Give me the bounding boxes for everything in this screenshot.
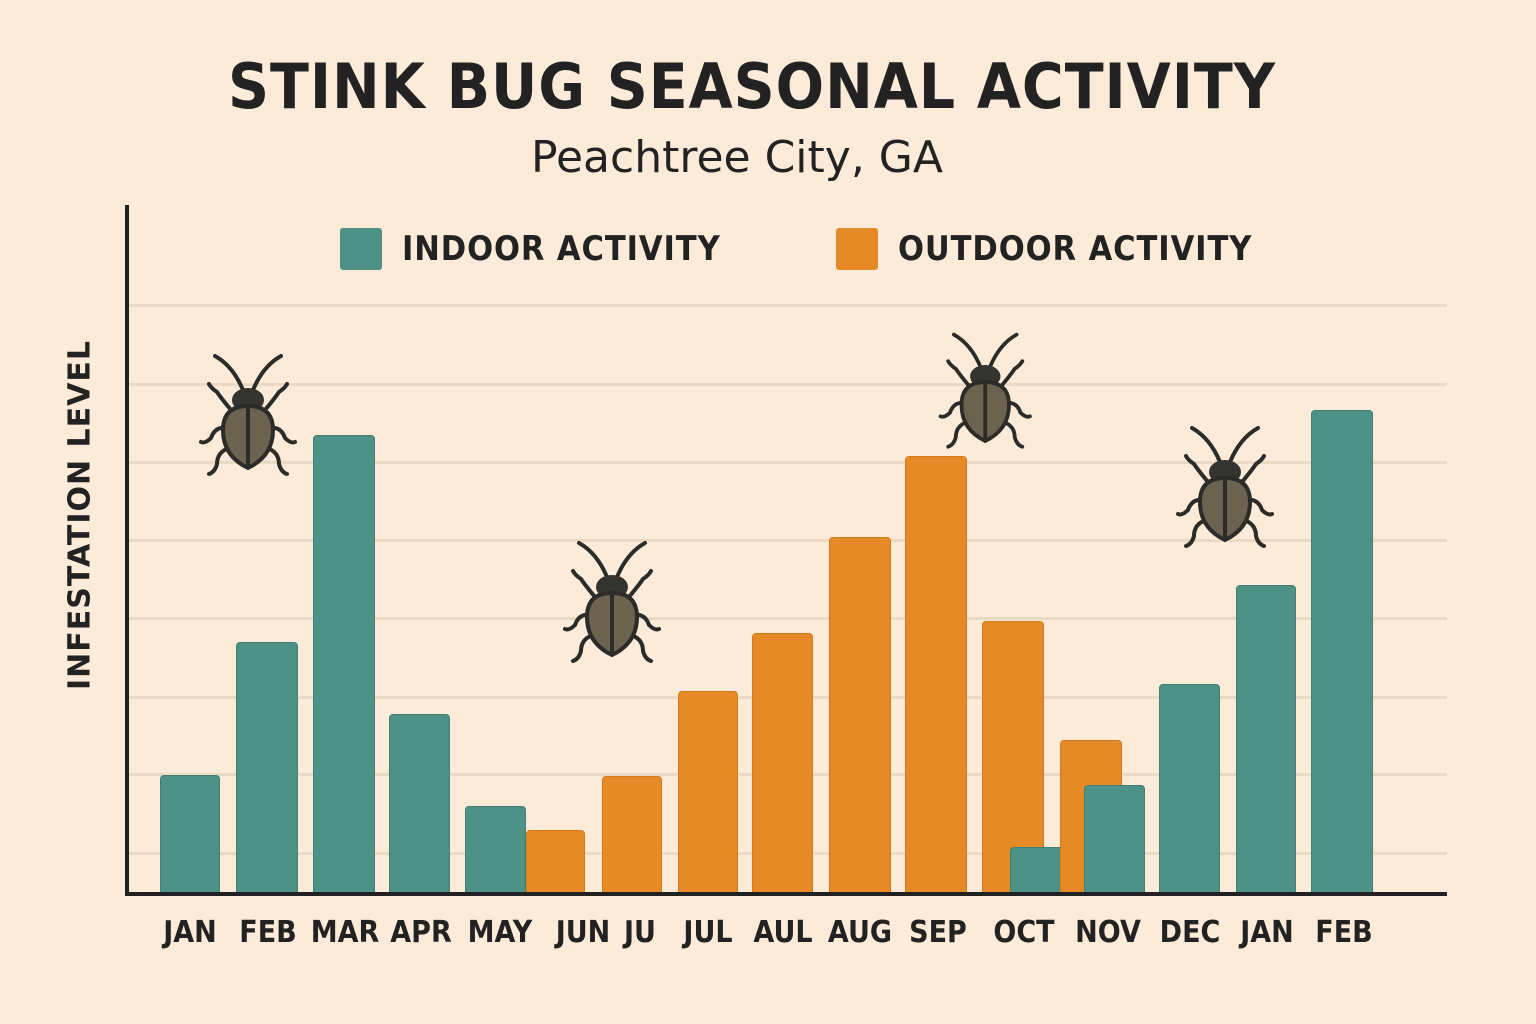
gridline (129, 617, 1447, 620)
indoor-bar (389, 714, 450, 893)
y-axis (125, 205, 129, 895)
x-axis-label: AUL (753, 915, 813, 950)
x-axis-label: MAY (467, 915, 533, 950)
x-axis-label: SEP (909, 915, 967, 950)
x-axis (125, 892, 1447, 896)
outdoor-bar (526, 830, 585, 893)
outdoor-bar (829, 537, 891, 893)
indoor-bar (1159, 684, 1220, 893)
indoor-bar (1084, 785, 1145, 893)
stink-bug-icon (557, 535, 667, 674)
stink-bug-icon (933, 327, 1038, 459)
outdoor-swatch (836, 228, 879, 270)
indoor-bar (236, 642, 298, 893)
outdoor-bar (678, 691, 738, 893)
x-axis-label: JUN (555, 915, 611, 950)
legend-label-outdoor: OUTDOOR ACTIVITY (898, 229, 1253, 269)
outdoor-bar (905, 456, 967, 893)
legend-item-outdoor: OUTDOOR ACTIVITY (836, 228, 1292, 270)
stink-bug-icon (193, 348, 303, 487)
gridline (129, 304, 1447, 307)
x-axis-label: APR (390, 915, 452, 950)
legend-label-indoor: INDOOR ACTIVITY (402, 229, 721, 269)
x-axis-label: MAR (310, 915, 380, 950)
y-axis-label: INFESTATION LEVEL (62, 339, 98, 691)
outdoor-bar (752, 633, 813, 893)
x-axis-label: DEC (1159, 915, 1221, 950)
x-axis-label: JAN (163, 915, 217, 950)
indoor-bar (465, 806, 526, 893)
indoor-bar (313, 435, 375, 893)
x-axis-label: JU (624, 915, 656, 950)
x-axis-label: FEB (1315, 915, 1373, 950)
indoor-bar (1311, 410, 1373, 893)
indoor-swatch (340, 228, 382, 270)
x-axis-label: FEB (239, 915, 297, 950)
legend-item-indoor: INDOOR ACTIVITY (340, 228, 756, 270)
gridline (129, 383, 1447, 386)
outdoor-bar (602, 776, 662, 893)
indoor-bar (1236, 585, 1296, 893)
chart-subtitle: Peachtree City, GA (531, 132, 943, 183)
indoor-bar (160, 775, 220, 893)
gridline (129, 461, 1447, 464)
chart-title: STINK BUG SEASONAL ACTIVITY (228, 50, 1276, 123)
x-axis-label: NOV (1075, 915, 1141, 950)
x-axis-label: OCT (993, 915, 1055, 950)
x-axis-label: JUL (683, 915, 733, 950)
x-axis-label: AUG (827, 915, 893, 950)
stink-bug-icon (1170, 420, 1280, 559)
legend: INDOOR ACTIVITY OUTDOOR ACTIVITY (340, 228, 1372, 270)
x-axis-label: JAN (1240, 915, 1294, 950)
gridline (129, 539, 1447, 542)
